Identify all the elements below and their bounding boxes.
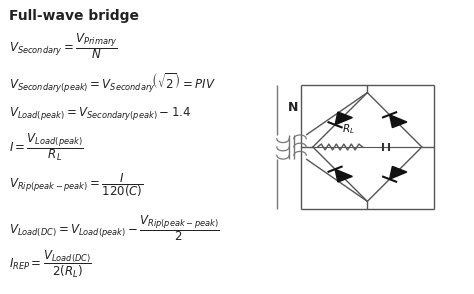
- Polygon shape: [335, 169, 352, 182]
- Text: $I=\dfrac{V_{\mathit{Load(peak)}}}{R_L}$: $I=\dfrac{V_{\mathit{Load(peak)}}}{R_L}$: [9, 131, 84, 163]
- Text: $R_L$: $R_L$: [342, 122, 355, 136]
- Text: $V_{\mathit{Secondary(peak)}}=V_{\mathit{Secondary}}\!\left(\sqrt{2}\right)=\mat: $V_{\mathit{Secondary(peak)}}=V_{\mathit…: [9, 72, 216, 95]
- Text: $I_{\mathit{REP}}=\dfrac{V_{\mathit{Load(DC)}}}{2(R_L)}$: $I_{\mathit{REP}}=\dfrac{V_{\mathit{Load…: [9, 249, 92, 280]
- Polygon shape: [390, 115, 407, 128]
- Text: N: N: [288, 101, 299, 114]
- Text: $V_{\mathit{Rip(peak-peak)}}=\dfrac{I}{120(C)}$: $V_{\mathit{Rip(peak-peak)}}=\dfrac{I}{1…: [9, 171, 144, 199]
- Text: $V_{\mathit{Load(DC)}}=V_{\mathit{Load(peak)}}-\dfrac{V_{\mathit{Rip(peak-peak)}: $V_{\mathit{Load(DC)}}=V_{\mathit{Load(p…: [9, 213, 220, 243]
- Polygon shape: [390, 166, 407, 179]
- Text: $V_{\mathit{Load(peak)}}=V_{\mathit{Secondary(peak)}}-1.4$: $V_{\mathit{Load(peak)}}=V_{\mathit{Seco…: [9, 105, 191, 122]
- Text: $V_{\mathit{Secondary}}=\dfrac{V_{\mathit{Primary}}}{N}$: $V_{\mathit{Secondary}}=\dfrac{V_{\mathi…: [9, 31, 118, 61]
- Text: Full-wave bridge: Full-wave bridge: [9, 9, 139, 23]
- Polygon shape: [335, 112, 352, 125]
